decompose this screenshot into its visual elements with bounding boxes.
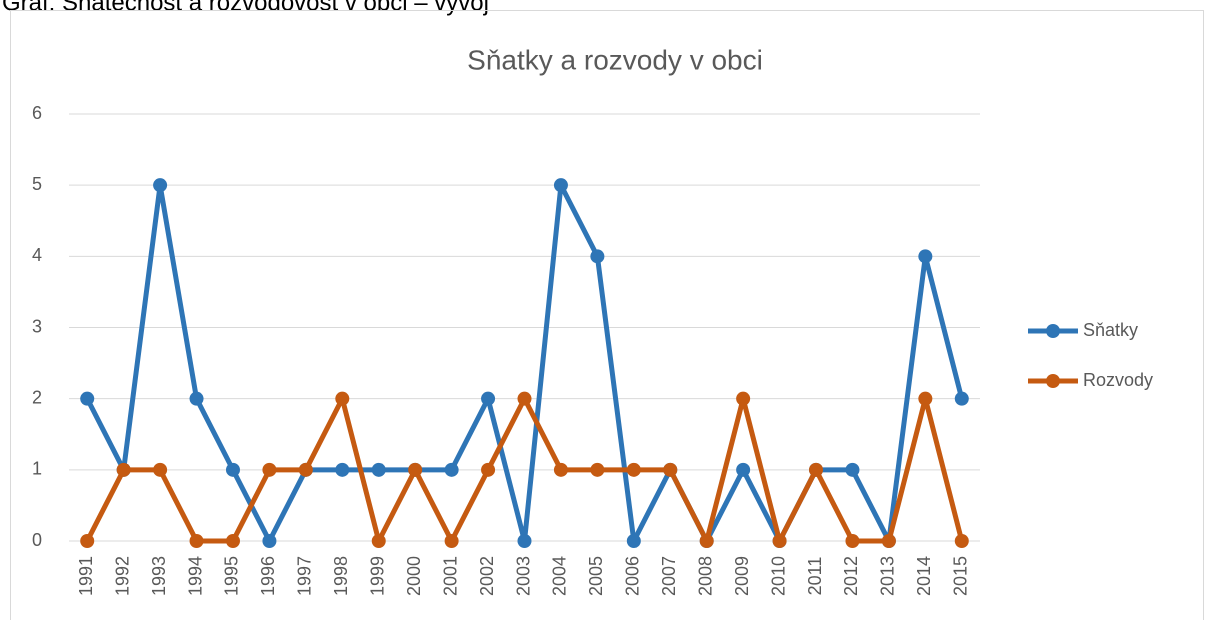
y-tick-label: 1 [32, 459, 42, 479]
y-tick-label: 2 [32, 387, 42, 407]
data-point [153, 178, 168, 193]
data-point [371, 462, 386, 477]
data-point [481, 462, 496, 477]
data-point [918, 391, 933, 406]
x-tick-label: 2010 [768, 556, 788, 596]
x-tick-label: 2002 [477, 556, 497, 596]
data-point [225, 534, 240, 548]
chart-title: Sňatky a rozvody v obci [467, 44, 763, 75]
y-tick-label: 5 [32, 174, 42, 194]
data-point [189, 534, 204, 548]
data-point [699, 534, 714, 548]
data-point [809, 462, 824, 477]
x-tick-label: 1992 [112, 556, 132, 596]
legend-label: Sňatky [1083, 320, 1138, 340]
data-point [371, 534, 386, 548]
chart-border [10, 10, 1204, 620]
x-tick-label: 2015 [951, 556, 971, 596]
x-tick-label: 2001 [440, 556, 460, 596]
data-point [772, 534, 787, 548]
data-point [80, 391, 95, 406]
data-point [481, 391, 496, 406]
data-point [444, 462, 459, 477]
x-tick-label: 2004 [550, 556, 570, 596]
y-tick-label: 4 [32, 245, 42, 265]
data-point [116, 462, 131, 477]
x-tick-label: 1997 [295, 556, 315, 596]
data-point [736, 391, 751, 406]
x-tick-label: 2008 [695, 556, 715, 596]
y-tick-label: 0 [32, 530, 42, 550]
data-point [80, 534, 95, 548]
data-point [845, 534, 860, 548]
data-point [663, 462, 678, 477]
x-tick-label: 1991 [76, 556, 96, 596]
data-point [954, 391, 969, 406]
x-tick-label: 2003 [513, 556, 533, 596]
data-point [845, 462, 860, 477]
data-point [335, 462, 350, 477]
data-point [590, 249, 605, 264]
data-point [553, 178, 568, 193]
data-point [335, 391, 350, 406]
data-point [262, 534, 277, 548]
x-tick-label: 1994 [185, 556, 205, 596]
x-tick-label: 2009 [732, 556, 752, 596]
data-point [444, 534, 459, 548]
x-tick-label: 1998 [331, 556, 351, 596]
y-tick-label: 3 [32, 316, 42, 336]
legend-marker [1046, 374, 1060, 388]
data-point [262, 462, 277, 477]
data-point [298, 462, 313, 477]
data-point [918, 249, 933, 264]
series-line [84, 182, 965, 544]
x-tick-label: 2005 [586, 556, 606, 596]
data-point [225, 462, 240, 477]
data-point [736, 462, 751, 477]
x-tick-label: 2006 [623, 556, 643, 596]
data-point [517, 534, 532, 548]
x-tick-label: 1996 [258, 556, 278, 596]
x-tick-label: 2014 [914, 556, 934, 596]
x-tick-label: 2012 [841, 556, 861, 596]
legend-marker [1046, 324, 1060, 338]
x-tick-label: 2000 [404, 556, 424, 596]
x-tick-label: 1999 [367, 556, 387, 596]
data-point [954, 534, 969, 548]
data-point [408, 462, 423, 477]
legend-label: Rozvody [1083, 370, 1153, 390]
y-tick-label: 6 [32, 103, 42, 123]
x-tick-label: 2011 [805, 557, 825, 596]
data-point [626, 462, 641, 477]
data-point [626, 534, 641, 548]
data-point [881, 534, 896, 548]
data-point [553, 462, 568, 477]
x-tick-label: 2013 [878, 556, 898, 596]
data-point [153, 462, 168, 477]
data-point [517, 391, 532, 406]
data-point [189, 391, 204, 406]
x-tick-label: 1993 [149, 556, 169, 596]
page-heading: Graf: Sňatečnost a rozvodovost v obci – … [2, 0, 489, 16]
x-tick-label: 1995 [222, 556, 242, 596]
data-point [590, 462, 605, 477]
x-tick-label: 2007 [659, 556, 679, 596]
